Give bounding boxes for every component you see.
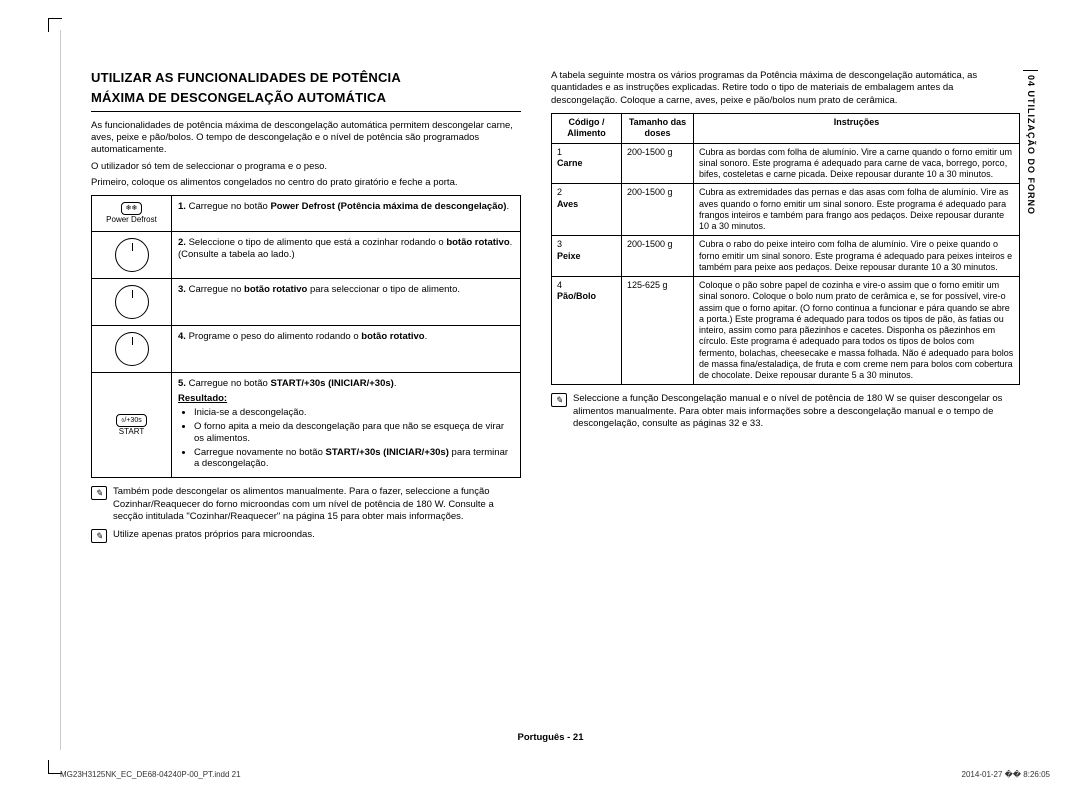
- print-meta: MG23H3125NK_EC_DE68-04240P-00_PT.indd 21…: [60, 770, 1050, 780]
- step-row-3: 3. Carregue no botão rotativo para selec…: [92, 279, 521, 326]
- note-1-text: Também pode descongelar os alimentos man…: [113, 486, 521, 523]
- note-2-text: Utilize apenas pratos próprios para micr…: [113, 529, 521, 543]
- meta-timestamp: 2014-01-27 �� 8:26:05: [962, 770, 1050, 780]
- step-row-1: ❄❄ Power Defrost 1. Carregue no botão Po…: [92, 196, 521, 232]
- th-instructions: Instruções: [694, 114, 1020, 144]
- cell-size: 200-1500 g: [622, 184, 694, 236]
- page-content: UTILIZAR AS FUNCIONALIDADES DE POTÊNCIA …: [60, 30, 1040, 750]
- page-footer: Português - 21: [61, 732, 1040, 744]
- intro-paragraph-1: As funcionalidades de potência máxima de…: [91, 120, 521, 157]
- step-5-bullet-2: O forno apita a meio da descongelação pa…: [194, 421, 514, 445]
- cell-instructions: Cubra as extremidades das pernas e das a…: [694, 184, 1020, 236]
- step-3-part-c: para seleccionar o tipo de alimento.: [307, 284, 460, 295]
- dial-icon: [115, 285, 149, 319]
- step-3-bold: botão rotativo: [244, 284, 307, 295]
- step-4-part-a: Programe o peso do alimento rodando o: [189, 331, 362, 342]
- dial-icon: [115, 238, 149, 272]
- defrost-programs-table: Código / Alimento Tamanho das doses Inst…: [551, 113, 1020, 385]
- right-intro: A tabela seguinte mostra os vários progr…: [551, 70, 1020, 107]
- step-2-bold: botão rotativo: [446, 237, 509, 248]
- step-4-text: 4. Programe o peso do alimento rodando o…: [172, 326, 521, 373]
- dial-icon: [115, 332, 149, 366]
- table-row: 3Peixe200-1500 gCubra o rabo do peixe in…: [552, 236, 1020, 277]
- start-label: START: [94, 427, 169, 437]
- right-note: ✎ Seleccione a função Descongelação manu…: [551, 393, 1020, 430]
- note-icon: ✎: [551, 393, 567, 407]
- step-1-bold: Power Defrost (Potência máxima de descon…: [270, 201, 506, 212]
- step-2-part-a: Seleccione o tipo de alimento que está a…: [189, 237, 447, 248]
- th-size: Tamanho das doses: [622, 114, 694, 144]
- step-5-bullet-3: Carregue novamente no botão START/+30s (…: [194, 447, 514, 471]
- step-row-5: ⬨/+30s START 5. Carregue no botão START/…: [92, 373, 521, 478]
- steps-table: ❄❄ Power Defrost 1. Carregue no botão Po…: [91, 195, 521, 478]
- section-title-2: MÁXIMA DE DESCONGELAÇÃO AUTOMÁTICA: [91, 90, 521, 106]
- cell-instructions: Cubra as bordas com folha de alumínio. V…: [694, 143, 1020, 184]
- table-header-row: Código / Alimento Tamanho das doses Inst…: [552, 114, 1020, 144]
- step-1-part-c: .: [506, 201, 509, 212]
- left-column: UTILIZAR AS FUNCIONALIDADES DE POTÊNCIA …: [91, 70, 521, 543]
- section-title-1: UTILIZAR AS FUNCIONALIDADES DE POTÊNCIA: [91, 70, 521, 86]
- cell-code-food: 4Pão/Bolo: [552, 277, 622, 385]
- table-row: 2Aves200-1500 gCubra as extremidades das…: [552, 184, 1020, 236]
- dial-icon-cell-2: [92, 279, 172, 326]
- right-note-text: Seleccione a função Descongelação manual…: [573, 393, 1020, 430]
- step-1-part-a: Carregue no botão: [189, 201, 271, 212]
- cell-code-food: 3Peixe: [552, 236, 622, 277]
- start-button-icon: ⬨/+30s: [116, 414, 146, 427]
- step-4-bold: botão rotativo: [361, 331, 424, 342]
- power-defrost-icon-cell: ❄❄ Power Defrost: [92, 196, 172, 232]
- table-row: 1Carne200-1500 gCubra as bordas com folh…: [552, 143, 1020, 184]
- step-5-part-c: .: [394, 378, 397, 389]
- step-3-text: 3. Carregue no botão rotativo para selec…: [172, 279, 521, 326]
- step-2-text: 2. Seleccione o tipo de alimento que est…: [172, 232, 521, 279]
- power-defrost-icon: ❄❄: [121, 202, 143, 215]
- cell-size: 200-1500 g: [622, 143, 694, 184]
- dial-icon-cell-3: [92, 326, 172, 373]
- table-row: 4Pão/Bolo125-625 gColoque o pão sobre pa…: [552, 277, 1020, 385]
- title-rule: [91, 111, 521, 112]
- meta-filename: MG23H3125NK_EC_DE68-04240P-00_PT.indd 21: [60, 770, 241, 780]
- power-defrost-label: Power Defrost: [94, 215, 169, 225]
- th-code: Código / Alimento: [552, 114, 622, 144]
- cell-instructions: Coloque o pão sobre papel de cozinha e v…: [694, 277, 1020, 385]
- step-row-4: 4. Programe o peso do alimento rodando o…: [92, 326, 521, 373]
- dial-icon-cell-1: [92, 232, 172, 279]
- note-icon: ✎: [91, 486, 107, 500]
- step-5-text: 5. Carregue no botão START/+30s (INICIAR…: [172, 373, 521, 478]
- cell-size: 200-1500 g: [622, 236, 694, 277]
- cell-size: 125-625 g: [622, 277, 694, 385]
- intro-paragraph-2: O utilizador só tem de seleccionar o pro…: [91, 161, 521, 173]
- note-2: ✎ Utilize apenas pratos próprios para mi…: [91, 529, 521, 543]
- intro-paragraph-3: Primeiro, coloque os alimentos congelado…: [91, 177, 521, 189]
- step-3-part-a: Carregue no: [189, 284, 244, 295]
- start-icon-cell: ⬨/+30s START: [92, 373, 172, 478]
- right-column: 04 UTILIZAÇÃO DO FORNO A tabela seguinte…: [551, 70, 1020, 543]
- cell-code-food: 1Carne: [552, 143, 622, 184]
- step-5-bold: START/+30s (INICIAR/+30s): [270, 378, 393, 389]
- step-1-text: 1. Carregue no botão Power Defrost (Potê…: [172, 196, 521, 232]
- step-5-bullet-1: Inicia-se a descongelação.: [194, 407, 514, 419]
- step-5-bullets: Inicia-se a descongelação. O forno apita…: [194, 407, 514, 470]
- note-icon: ✎: [91, 529, 107, 543]
- note-1: ✎ Também pode descongelar os alimentos m…: [91, 486, 521, 523]
- step-4-part-c: .: [425, 331, 428, 342]
- step-5-result-label: Resultado:: [178, 393, 227, 404]
- step-row-2: 2. Seleccione o tipo de alimento que est…: [92, 232, 521, 279]
- cell-code-food: 2Aves: [552, 184, 622, 236]
- step-5-part-a: Carregue no botão: [189, 378, 271, 389]
- side-tab: 04 UTILIZAÇÃO DO FORNO: [1023, 70, 1038, 219]
- cell-instructions: Cubra o rabo do peixe inteiro com folha …: [694, 236, 1020, 277]
